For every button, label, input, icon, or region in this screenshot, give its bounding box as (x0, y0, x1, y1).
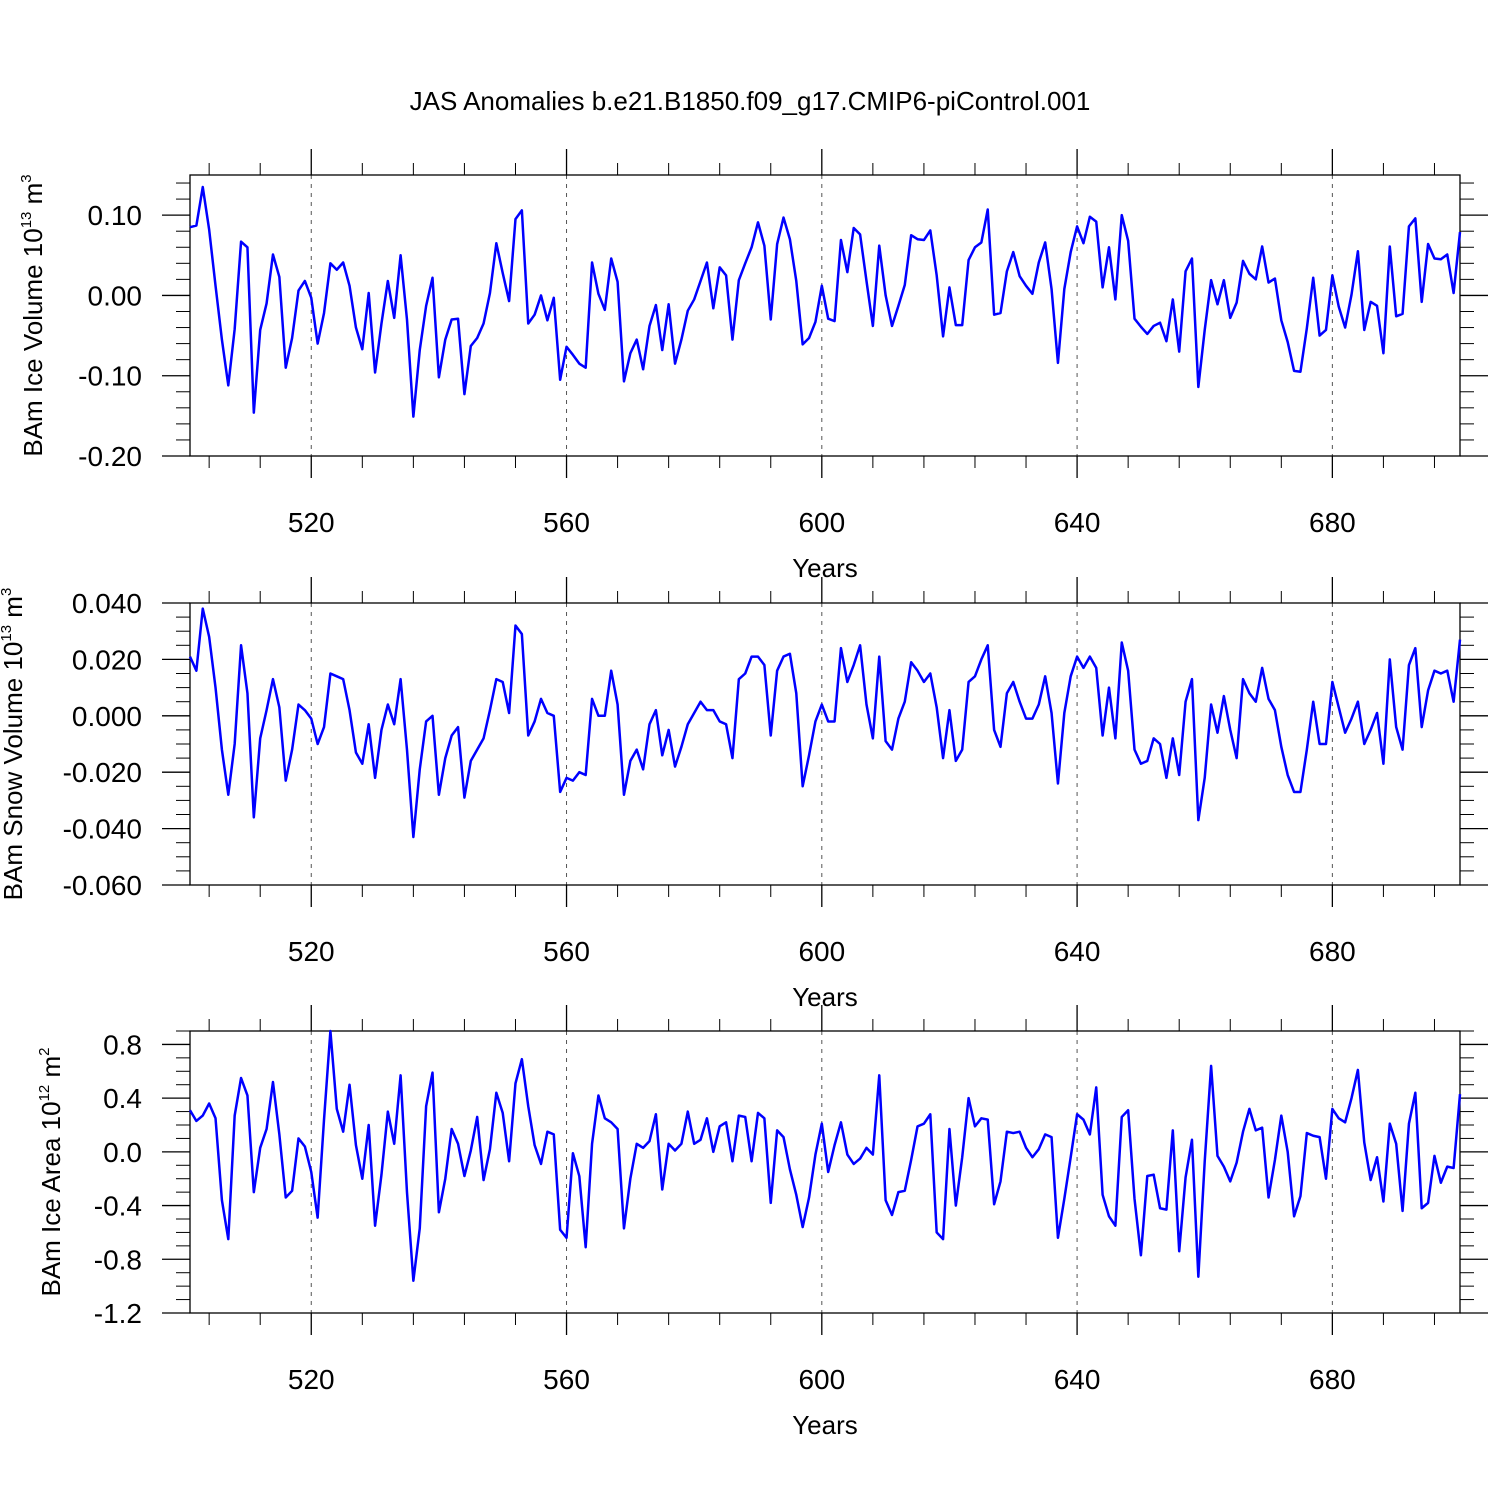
snow-volume-y-axis-label: BAm Snow Volume 1013 m3 (0, 588, 28, 901)
x-tick-label: 520 (288, 936, 335, 967)
ice-volume-tick-labels: 520 560 600 640 680 -0.20 -0.10 0.00 0.10 (78, 200, 1356, 538)
chart-title: JAS Anomalies b.e21.B1850.f09_g17.CMIP6-… (410, 86, 1091, 116)
snow-volume-series-line (188, 607, 1462, 839)
panel-ice-volume: 520 560 600 640 680-0.20-0.100.000.10 Years … (18, 149, 1488, 583)
x-tick-label: 640 (1054, 507, 1101, 538)
x-tick-label: 680 (1309, 936, 1356, 967)
ice-area-x-axis-label: Years (792, 1410, 858, 1440)
panel-ice-area: 520 560 600 640 680 -1.2 -0.8 -0.4 0.0 0.4 0.8 Yea… (36, 1005, 1488, 1440)
y-tick-label: -0.4 (94, 1191, 142, 1222)
ice-volume-y-axis-label: BAm Ice Volume 1013 m3 (18, 174, 48, 456)
ice-area-ticks (162, 1005, 1488, 1335)
y-tick-label: -0.040 (63, 814, 142, 845)
y-tick-label: 0.020 (72, 644, 142, 675)
x-tick-label: 680 (1309, 1364, 1356, 1395)
ice-area-grid (310, 1031, 1333, 1313)
snow-volume-frame (189, 602, 1461, 886)
y-tick-label: -1.2 (94, 1298, 142, 1329)
y-tick-label: 0.00 (88, 280, 143, 311)
y-label-main: BAm Ice Volume 10 (18, 228, 48, 456)
x-tick-label: 600 (798, 936, 845, 967)
y-label-exponent: 13 (0, 625, 15, 642)
panel-snow-volume: 520 560 600 640 680 -0.060 -0.040 -0.020 0.000 0.… (0, 577, 1488, 1012)
y-tick-label: -0.020 (63, 757, 142, 788)
y-label-exponent: 13 (18, 212, 35, 229)
y-label-unit-exponent: 3 (0, 588, 15, 596)
y-label-main: BAm Snow Volume 10 (0, 642, 28, 901)
x-tick-label: 640 (1054, 936, 1101, 967)
ice-volume-ticks (162, 149, 1488, 478)
ice-area-frame (189, 1030, 1461, 1314)
snow-volume-x-axis-label: Years (792, 982, 858, 1012)
y-tick-label: 0.040 (72, 588, 142, 619)
ice-area-y-axis-label: BAm Ice Area 1012 m2 (36, 1047, 66, 1296)
y-tick-label: 0.000 (72, 701, 142, 732)
x-tick-label: 600 (798, 507, 845, 538)
ice-volume-x-axis-label: Years (792, 553, 858, 583)
ice-volume-grid (310, 175, 1333, 456)
y-label-exponent: 12 (36, 1085, 53, 1102)
x-tick-label: 640 (1054, 1364, 1101, 1395)
x-tick-label: 560 (543, 1364, 590, 1395)
x-tick-label: 560 (543, 507, 590, 538)
y-tick-label: -0.10 (78, 361, 142, 392)
y-tick-label: -0.060 (63, 870, 142, 901)
y-label-unit: m (0, 596, 28, 618)
y-tick-label: 0.10 (88, 200, 143, 231)
ice-volume-frame (189, 174, 1461, 457)
y-tick-label: -0.8 (94, 1244, 142, 1275)
x-tick-label: 600 (798, 1364, 845, 1395)
ice-area-series-line (188, 1029, 1462, 1283)
x-tick-label: 520 (288, 1364, 335, 1395)
ice-volume-series-line (189, 185, 1462, 418)
snow-volume-grid (310, 603, 1333, 885)
ice-area-tick-labels: 520 560 600 640 680 -1.2 -0.8 -0.4 0.0 0.4 0.8 (94, 1029, 1356, 1395)
y-label-unit-exponent: 2 (36, 1047, 53, 1055)
y-tick-label: 0.4 (103, 1083, 142, 1114)
x-tick-label: 520 (288, 507, 335, 538)
y-tick-label: 0.0 (103, 1137, 142, 1168)
y-label-unit: m (18, 183, 48, 205)
y-tick-label: 0.8 (103, 1029, 142, 1060)
y-label-unit-exponent: 3 (18, 174, 35, 182)
x-tick-label: 560 (543, 936, 590, 967)
x-tick-label: 680 (1309, 507, 1356, 538)
snow-volume-ticks (162, 577, 1488, 907)
y-label-main: BAm Ice Area 10 (36, 1101, 66, 1296)
snow-volume-tick-labels: 520 560 600 640 680 -0.060 -0.040 -0.020 0.000 0.… (63, 588, 1356, 967)
y-label-unit: m (36, 1056, 66, 1078)
y-tick-label: -0.20 (78, 441, 142, 472)
